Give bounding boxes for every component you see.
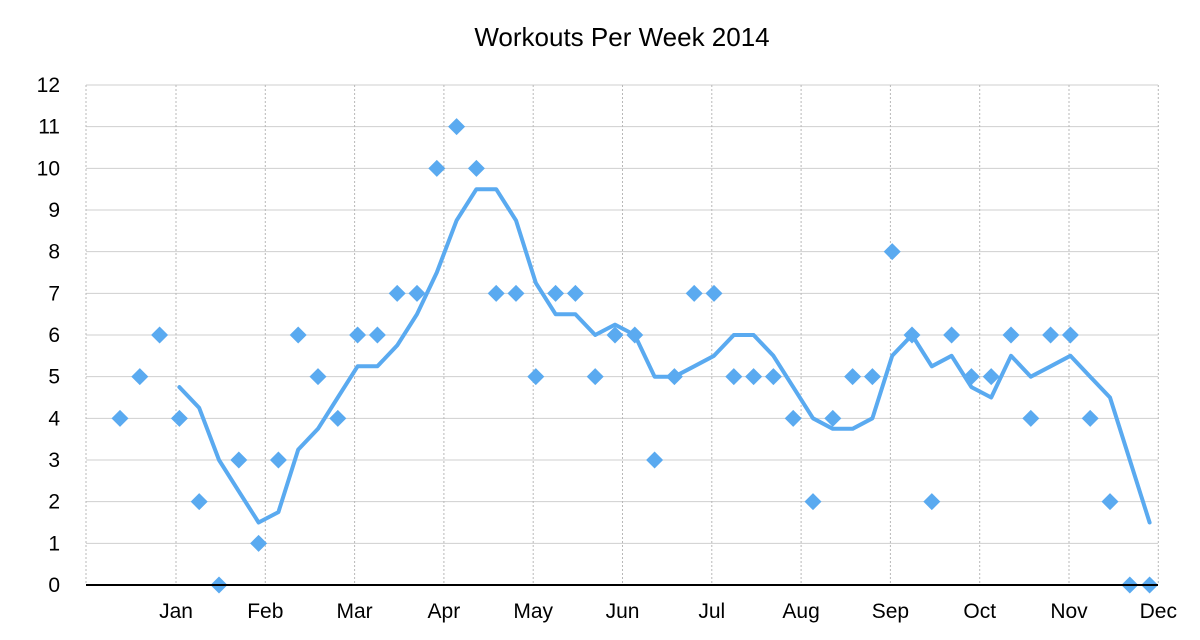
y-tick-label: 9: [48, 199, 60, 222]
data-point: [844, 368, 862, 386]
data-point: [685, 284, 703, 302]
data-point: [665, 368, 683, 386]
x-tick-label: Jun: [606, 600, 640, 623]
data-point: [606, 326, 624, 344]
data-point: [566, 284, 584, 302]
data-point: [943, 326, 961, 344]
data-point: [190, 493, 208, 511]
data-point: [626, 326, 644, 344]
data-point: [547, 284, 565, 302]
trend-line-series: [177, 187, 1152, 525]
data-point: [309, 368, 327, 386]
data-point: [111, 409, 129, 427]
y-tick-label: 0: [48, 574, 60, 597]
y-tick-label: 2: [48, 491, 60, 514]
y-tick-label: 3: [48, 449, 60, 472]
data-point: [527, 368, 545, 386]
data-point: [467, 159, 485, 177]
data-point: [863, 368, 881, 386]
x-tick-labels: Jan Feb Mar Apr May Jun Jul Aug Sep Oct Nov Dec: [159, 600, 1177, 623]
data-point: [646, 451, 664, 469]
trend-line: [177, 187, 1152, 525]
data-point: [329, 409, 347, 427]
data-point: [982, 368, 1000, 386]
data-point: [289, 326, 307, 344]
data-point: [487, 284, 505, 302]
data-point: [131, 368, 149, 386]
data-point: [962, 368, 980, 386]
data-point: [349, 326, 367, 344]
data-point: [586, 368, 604, 386]
data-point: [903, 326, 921, 344]
data-point: [1081, 409, 1099, 427]
data-point: [1022, 409, 1040, 427]
scatter-series: [111, 118, 1159, 594]
data-point: [170, 409, 188, 427]
data-point: [725, 368, 743, 386]
data-point: [784, 409, 802, 427]
x-tick-label: Feb: [247, 600, 283, 623]
x-tick-label: Apr: [428, 600, 461, 623]
x-tick-label: Mar: [337, 600, 373, 623]
data-point: [764, 368, 782, 386]
data-point: [368, 326, 386, 344]
x-tick-label: Aug: [782, 600, 819, 623]
y-tick-label: 4: [48, 407, 60, 430]
chart-title: Workouts Per Week 2014: [474, 22, 769, 52]
y-tick-label: 12: [37, 74, 60, 97]
y-tick-label: 6: [48, 324, 60, 347]
data-point: [1002, 326, 1020, 344]
x-tick-label: Dec: [1140, 600, 1177, 623]
x-tick-label: May: [513, 600, 553, 623]
data-point: [428, 159, 446, 177]
data-point: [408, 284, 426, 302]
y-tick-label: 1: [48, 532, 60, 555]
data-point: [250, 534, 268, 552]
data-point: [923, 493, 941, 511]
y-tick-label: 11: [38, 116, 60, 139]
x-tick-label: Oct: [963, 600, 996, 623]
data-point: [388, 284, 406, 302]
y-tick-label: 5: [48, 366, 60, 389]
y-tick-label: 8: [48, 241, 60, 264]
data-point: [804, 493, 822, 511]
data-point: [1101, 493, 1119, 511]
x-tick-label: Jan: [159, 600, 193, 623]
data-point: [151, 326, 169, 344]
x-tick-label: Nov: [1050, 600, 1088, 623]
data-point: [1042, 326, 1060, 344]
x-tick-label: Sep: [872, 600, 909, 623]
data-point: [448, 118, 466, 136]
data-point: [230, 451, 248, 469]
x-tick-label: Jul: [698, 600, 725, 623]
data-point: [1061, 326, 1079, 344]
data-point: [883, 243, 901, 261]
data-point: [824, 409, 842, 427]
data-point: [269, 451, 287, 469]
data-point: [705, 284, 723, 302]
y-tick-label: 10: [37, 157, 60, 180]
data-point: [507, 284, 525, 302]
data-point: [745, 368, 763, 386]
y-tick-label: 7: [48, 282, 60, 305]
